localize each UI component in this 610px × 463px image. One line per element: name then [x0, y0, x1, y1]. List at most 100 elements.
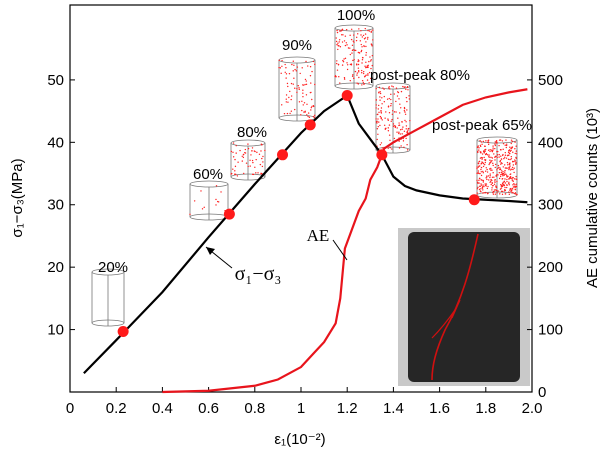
ae-dot — [389, 139, 391, 142]
ae-dot — [495, 141, 497, 143]
x-tick-label: 1.4 — [383, 400, 404, 417]
stage-label: post-peak 80% — [370, 67, 470, 84]
ae-dot — [478, 177, 481, 180]
ae-dot — [398, 122, 400, 124]
ae-dot — [491, 187, 493, 189]
ae-dot — [487, 139, 490, 141]
ae-dot — [485, 140, 487, 142]
ae-dot — [388, 112, 391, 114]
ae-dot — [492, 192, 494, 194]
ae-dot — [230, 150, 233, 153]
ae-dot — [294, 87, 296, 89]
ae-dot — [502, 142, 505, 145]
ae-dot — [497, 167, 499, 170]
ae-dot — [285, 67, 287, 69]
ae-dot — [278, 66, 280, 69]
ae-dot — [505, 144, 508, 147]
ae-dot — [506, 143, 508, 145]
stage-label: 80% — [237, 124, 267, 141]
ae-dot — [361, 79, 364, 82]
ae-dot — [249, 165, 251, 167]
ae-dot — [481, 187, 484, 189]
ae-dot — [344, 57, 347, 60]
ae-dot — [215, 185, 218, 187]
ae-dot — [347, 47, 350, 49]
ae-dot — [355, 49, 357, 52]
ae-dot — [389, 88, 391, 90]
ae-dot — [389, 146, 391, 149]
ae-dot — [241, 160, 244, 162]
ae-dot — [235, 144, 237, 147]
ae-dot — [381, 97, 383, 99]
ae-dot — [288, 96, 290, 99]
ae-dot — [286, 112, 289, 115]
ae-dot — [493, 189, 496, 191]
ae-dot — [494, 189, 497, 191]
ae-dot — [362, 57, 364, 59]
stage-point — [223, 208, 235, 220]
ae-dot — [255, 172, 257, 174]
ae-dot — [362, 72, 365, 75]
ae-dot — [395, 87, 398, 89]
ae-dot — [296, 91, 298, 94]
ae-dot — [481, 186, 484, 188]
ae-dot — [243, 172, 245, 175]
ae-dot — [285, 101, 287, 103]
ae-dot — [506, 178, 508, 181]
ae-dot — [503, 164, 506, 166]
ae-dot — [482, 192, 484, 194]
ae-dot — [510, 149, 512, 152]
ae-dot — [491, 150, 493, 152]
ae-dot — [336, 62, 338, 65]
ae-dot — [500, 163, 502, 165]
ae-dot — [479, 185, 481, 188]
ae-dot — [380, 111, 382, 113]
ae-dot — [489, 150, 491, 153]
ae-dot — [368, 60, 370, 63]
ae-dot — [490, 169, 492, 171]
ae-dot — [497, 150, 499, 153]
ae-dot — [409, 119, 411, 122]
ae-dot — [492, 149, 494, 151]
ae-dot — [305, 83, 308, 86]
ae-dot — [401, 121, 403, 123]
ae-dot — [259, 163, 262, 166]
ae-dot — [364, 65, 366, 67]
ae-dot — [403, 146, 405, 149]
ae-dot — [482, 184, 484, 186]
ae-dot — [503, 174, 505, 176]
ae-dot — [312, 104, 315, 107]
ae-dot — [349, 63, 352, 66]
ae-dot — [251, 147, 254, 149]
series-line — [162, 88, 528, 394]
ae-dot — [306, 114, 308, 116]
ae-dot — [503, 184, 506, 187]
ae-dot — [388, 134, 391, 136]
ae-dot — [401, 133, 403, 135]
ae-dot — [294, 108, 296, 111]
ae-dot — [311, 98, 313, 101]
ae-dot — [399, 133, 402, 135]
ae-dot — [342, 59, 344, 62]
ae-dot — [261, 157, 263, 160]
ae-dot — [309, 66, 312, 68]
y2-axis-label: AE cumulative counts (10³) — [584, 108, 601, 288]
ae-dot — [232, 151, 234, 153]
ae-dot — [496, 180, 498, 183]
ae-dot — [481, 153, 484, 155]
ae-dot — [501, 172, 504, 175]
x-tick-label: 1.8 — [475, 400, 496, 417]
ae-dot — [367, 29, 369, 32]
ae-dot — [507, 164, 509, 166]
ae-dot — [368, 30, 371, 32]
ae-dot — [484, 150, 486, 152]
ae-dot — [380, 142, 383, 144]
ae-dot — [509, 169, 512, 171]
y-tick-label: 20 — [47, 259, 64, 276]
ae-dot — [298, 87, 300, 89]
ae-dot — [498, 171, 501, 174]
ae-dot — [365, 61, 367, 64]
ae-dot — [360, 43, 362, 46]
inset-photo — [398, 228, 530, 386]
ae-dot — [345, 28, 348, 31]
